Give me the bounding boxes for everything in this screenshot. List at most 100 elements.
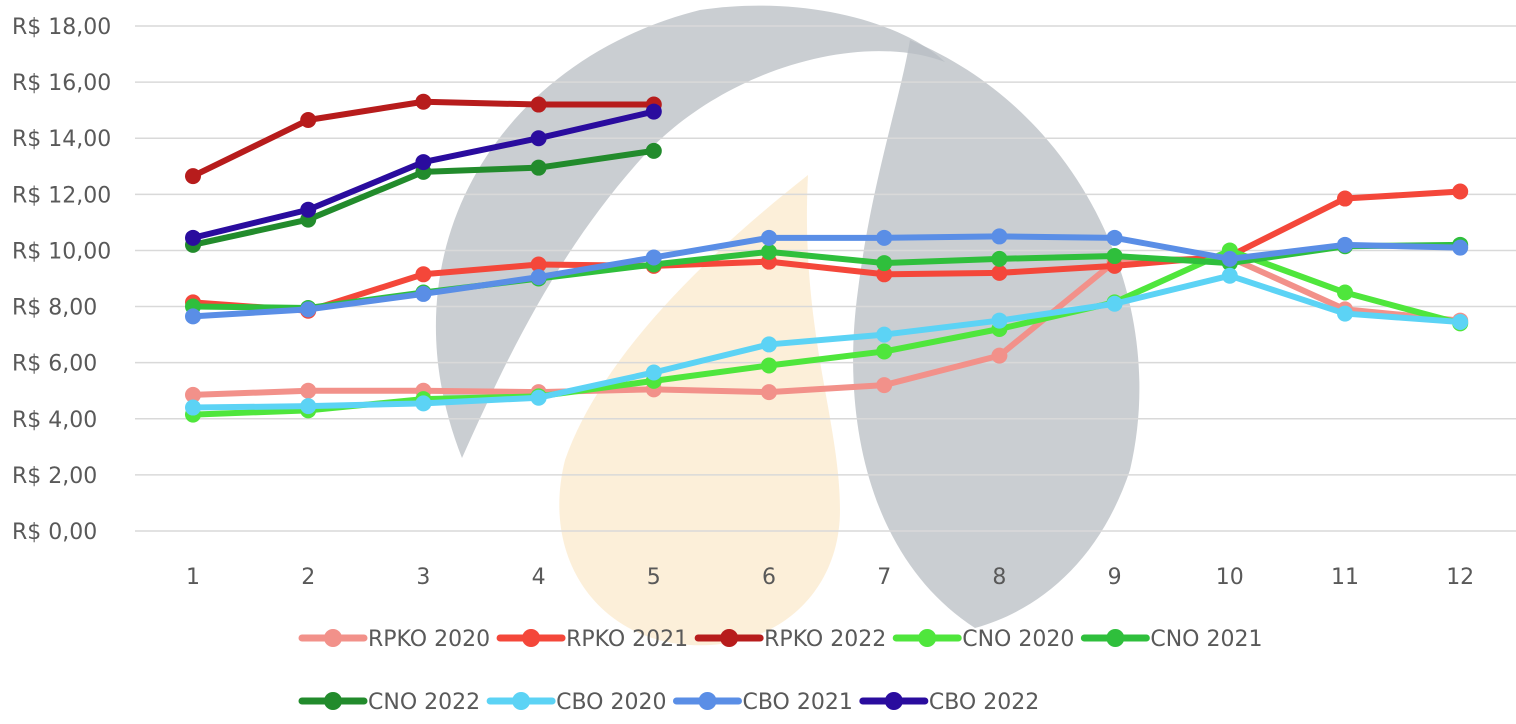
y-tick-label: R$ 6,00 bbox=[12, 352, 97, 377]
x-tick-label: 9 bbox=[1108, 565, 1122, 590]
data-point bbox=[876, 255, 893, 272]
series-lines bbox=[185, 93, 1469, 423]
watermark-gray-arc-left bbox=[435, 5, 945, 458]
legend-marker-swatch bbox=[1106, 629, 1125, 647]
legend-marker-swatch bbox=[324, 629, 342, 647]
legend-item: RPKO 2020 bbox=[298, 627, 490, 652]
x-tick-label: 1 bbox=[186, 565, 200, 590]
data-point bbox=[1452, 313, 1469, 330]
data-point bbox=[1337, 190, 1353, 207]
data-point bbox=[530, 130, 547, 147]
data-point bbox=[185, 386, 201, 403]
legend-label: CBO 2022 bbox=[929, 690, 1039, 715]
x-tick-label: 5 bbox=[647, 565, 661, 590]
data-point bbox=[761, 243, 777, 260]
series-cbo-2022 bbox=[185, 103, 662, 246]
data-point bbox=[1337, 305, 1353, 322]
data-point bbox=[185, 308, 201, 325]
data-point bbox=[300, 398, 317, 415]
y-tick-label: R$ 16,00 bbox=[12, 71, 111, 96]
x-tick-label: 10 bbox=[1216, 565, 1244, 590]
data-point bbox=[991, 228, 1008, 245]
x-tick-label: 3 bbox=[416, 565, 430, 590]
y-tick-label: R$ 10,00 bbox=[12, 239, 111, 264]
data-point bbox=[645, 142, 662, 159]
data-point bbox=[876, 343, 893, 360]
series-cbo-2021 bbox=[185, 228, 1469, 325]
data-point bbox=[530, 159, 547, 176]
y-tick-label: R$ 14,00 bbox=[12, 127, 111, 152]
data-point bbox=[1221, 250, 1238, 267]
data-point bbox=[300, 201, 317, 218]
x-tick-label: 4 bbox=[532, 565, 546, 590]
legend: RPKO 2020 RPKO 2021 RPKO 2022 CNO 2020 CNO 2… bbox=[298, 627, 1262, 715]
data-point bbox=[991, 312, 1008, 329]
series-line bbox=[190, 272, 1464, 411]
legend-marker-swatch bbox=[918, 629, 937, 647]
legend-item: CNO 2022 bbox=[298, 690, 480, 715]
watermark-orange-drop bbox=[559, 175, 840, 646]
legend-label: CNO 2022 bbox=[368, 690, 480, 715]
data-point bbox=[185, 168, 201, 185]
data-point bbox=[415, 154, 432, 171]
series-rpko-2020 bbox=[185, 249, 1469, 403]
data-point bbox=[415, 395, 432, 412]
data-point bbox=[415, 93, 432, 110]
legend-item: CNO 2020 bbox=[892, 627, 1074, 652]
data-point bbox=[1221, 267, 1238, 284]
data-point bbox=[1452, 183, 1469, 200]
series-line bbox=[190, 254, 1464, 398]
x-tick-label: 6 bbox=[762, 565, 776, 590]
legend-item: RPKO 2021 bbox=[496, 627, 688, 652]
legend-marker-swatch bbox=[512, 692, 531, 710]
data-point bbox=[530, 256, 547, 273]
data-point bbox=[761, 384, 777, 401]
legend-item: CNO 2021 bbox=[1080, 627, 1262, 652]
data-point bbox=[991, 264, 1008, 281]
y-tick-label: R$ 0,00 bbox=[12, 520, 97, 545]
legend-label: RPKO 2020 bbox=[368, 627, 490, 652]
x-tick-label: 8 bbox=[992, 565, 1006, 590]
legend-label: RPKO 2021 bbox=[566, 627, 688, 652]
data-point bbox=[1452, 239, 1469, 256]
data-point bbox=[876, 326, 893, 343]
y-tick-label: R$ 4,00 bbox=[12, 408, 97, 433]
data-point bbox=[876, 377, 893, 394]
y-tick-label: R$ 18,00 bbox=[12, 15, 111, 40]
legend-label: CBO 2020 bbox=[556, 690, 666, 715]
data-point bbox=[991, 250, 1008, 267]
data-point bbox=[185, 229, 201, 246]
y-tick-label: R$ 12,00 bbox=[12, 183, 111, 208]
legend-marker-swatch bbox=[884, 692, 903, 710]
y-tick-label: R$ 2,00 bbox=[12, 464, 97, 489]
data-point bbox=[761, 229, 777, 246]
data-point bbox=[1337, 284, 1353, 301]
data-point bbox=[185, 399, 201, 416]
series-line bbox=[190, 188, 1464, 314]
x-axis-tick-labels: 1 2 3 4 5 6 7 8 9 10 11 12 bbox=[186, 565, 1474, 590]
legend-label: CNO 2020 bbox=[962, 627, 1074, 652]
legend-item: RPKO 2022 bbox=[694, 627, 886, 652]
data-point bbox=[876, 266, 893, 283]
data-point bbox=[645, 364, 662, 381]
data-point bbox=[991, 347, 1008, 364]
series-cbo-2020 bbox=[185, 267, 1469, 416]
data-point bbox=[300, 111, 317, 128]
data-point bbox=[645, 103, 662, 120]
data-point bbox=[530, 96, 547, 113]
legend-label: CNO 2021 bbox=[1150, 627, 1262, 652]
legend-item: CBO 2021 bbox=[672, 690, 853, 715]
data-point bbox=[1106, 295, 1123, 312]
legend-marker-swatch bbox=[720, 629, 739, 647]
data-point bbox=[1106, 248, 1123, 265]
data-point bbox=[530, 269, 547, 286]
x-tick-label: 11 bbox=[1331, 565, 1359, 590]
legend-marker-swatch bbox=[698, 692, 717, 710]
data-point bbox=[300, 301, 317, 318]
y-tick-label: R$ 8,00 bbox=[12, 296, 97, 321]
data-point bbox=[1337, 236, 1353, 253]
data-point bbox=[761, 357, 777, 374]
series-line bbox=[190, 233, 1464, 320]
